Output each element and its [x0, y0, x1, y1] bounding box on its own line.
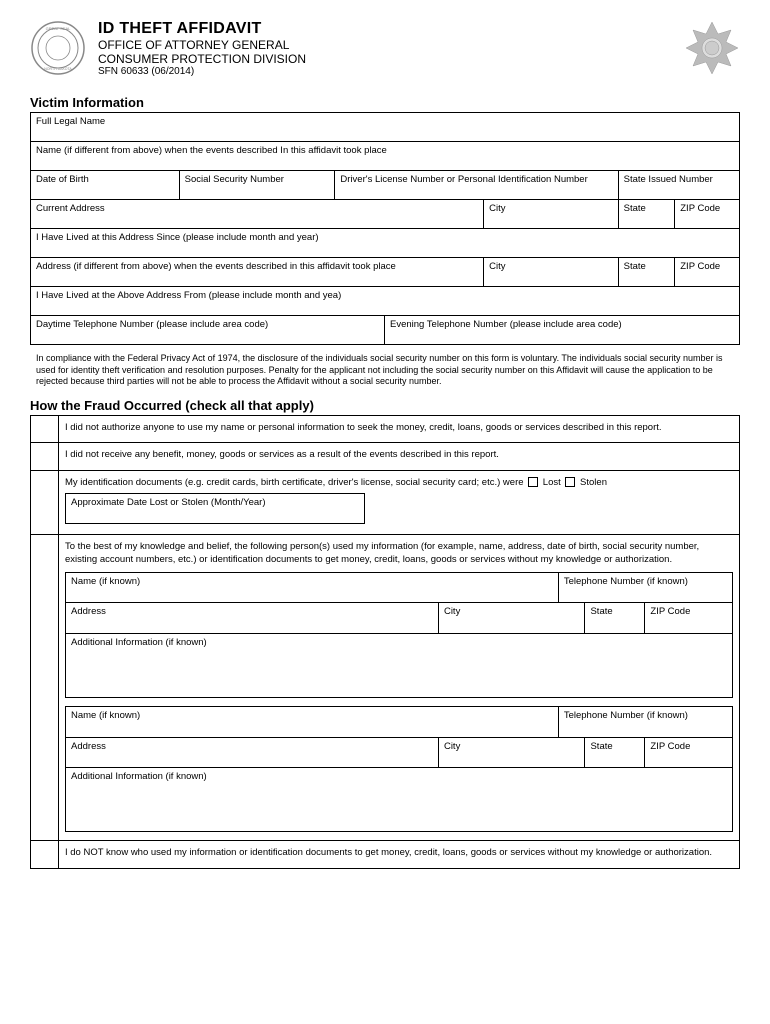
perp1-name-field[interactable]: Name (if known) — [66, 573, 559, 602]
fraud-item-1: I did not authorize anyone to use my nam… — [59, 416, 739, 442]
checkbox-col-1[interactable] — [31, 416, 59, 442]
current-address-field[interactable]: Current Address — [31, 200, 484, 228]
checkbox-col-5[interactable] — [31, 841, 59, 867]
office-name: OFFICE OF ATTORNEY GENERAL — [98, 38, 672, 52]
fraud-item-2: I did not receive any benefit, money, go… — [59, 443, 739, 469]
fraud-item-4: To the best of my knowledge and belief, … — [59, 535, 739, 840]
badge-icon — [684, 20, 740, 76]
dl-number-field[interactable]: Driver's License Number or Personal Iden… — [335, 171, 618, 199]
fraud-item-3: My identification documents (e.g. credit… — [59, 471, 739, 535]
stolen-checkbox[interactable] — [565, 477, 575, 487]
fraud-item-5: I do NOT know who used my information or… — [59, 841, 739, 867]
fraud-section-title: How the Fraud Occurred (check all that a… — [30, 398, 740, 413]
full-name-field[interactable]: Full Legal Name — [31, 113, 739, 141]
lived-since-field[interactable]: I Have Lived at this Address Since (plea… — [31, 229, 739, 257]
perp2-phone-field[interactable]: Telephone Number (if known) — [559, 707, 732, 736]
perpetrator-table-1: Name (if known) Telephone Number (if kno… — [65, 572, 733, 698]
fraud-table: I did not authorize anyone to use my nam… — [30, 415, 740, 868]
city-field[interactable]: City — [484, 200, 619, 228]
alt-city-field[interactable]: City — [484, 258, 619, 286]
lost-checkbox[interactable] — [528, 477, 538, 487]
item3-text: My identification documents (e.g. credit… — [65, 477, 524, 488]
eve-phone-field[interactable]: Evening Telephone Number (please include… — [385, 316, 739, 344]
perp2-state-field[interactable]: State — [585, 738, 645, 767]
checkbox-col-3[interactable] — [31, 471, 59, 535]
victim-info-title: Victim Information — [30, 95, 740, 110]
perp2-address-field[interactable]: Address — [66, 738, 439, 767]
perp1-state-field[interactable]: State — [585, 603, 645, 632]
lost-label: Lost — [543, 477, 561, 488]
approx-date-field[interactable]: Approximate Date Lost or Stolen (Month/Y… — [66, 494, 364, 523]
stolen-label: Stolen — [580, 477, 607, 488]
perp2-city-field[interactable]: City — [439, 738, 586, 767]
state-issued-field[interactable]: State Issued Number — [619, 171, 739, 199]
perpetrator-table-2: Name (if known) Telephone Number (if kno… — [65, 706, 733, 832]
svg-text:NORTH DAKOTA: NORTH DAKOTA — [44, 67, 72, 71]
lived-from-field[interactable]: I Have Lived at the Above Address From (… — [31, 287, 739, 315]
state-field[interactable]: State — [619, 200, 676, 228]
document-header: GREAT SEAL NORTH DAKOTA ID THEFT AFFIDAV… — [30, 20, 740, 77]
checkbox-col-4[interactable] — [31, 535, 59, 840]
perp1-phone-field[interactable]: Telephone Number (if known) — [559, 573, 732, 602]
perp1-zip-field[interactable]: ZIP Code — [645, 603, 732, 632]
perp2-name-field[interactable]: Name (if known) — [66, 707, 559, 736]
perp2-addl-info-field[interactable]: Additional Information (if known) — [66, 768, 732, 831]
alt-state-field[interactable]: State — [619, 258, 676, 286]
division-name: CONSUMER PROTECTION DIVISION — [98, 52, 672, 66]
alt-zip-field[interactable]: ZIP Code — [675, 258, 739, 286]
day-phone-field[interactable]: Daytime Telephone Number (please include… — [31, 316, 385, 344]
zip-field[interactable]: ZIP Code — [675, 200, 739, 228]
privacy-notice: In compliance with the Federal Privacy A… — [30, 345, 740, 398]
state-seal-icon: GREAT SEAL NORTH DAKOTA — [30, 20, 86, 76]
victim-info-table: Full Legal Name Name (if different from … — [30, 112, 740, 345]
ssn-field[interactable]: Social Security Number — [180, 171, 336, 199]
svg-text:GREAT SEAL: GREAT SEAL — [46, 26, 72, 31]
dob-field[interactable]: Date of Birth — [31, 171, 180, 199]
perp1-city-field[interactable]: City — [439, 603, 586, 632]
perp1-addl-info-field[interactable]: Additional Information (if known) — [66, 634, 732, 697]
perp2-zip-field[interactable]: ZIP Code — [645, 738, 732, 767]
item4-text: To the best of my knowledge and belief, … — [65, 541, 699, 564]
header-text: ID THEFT AFFIDAVIT OFFICE OF ATTORNEY GE… — [98, 20, 672, 77]
perp1-address-field[interactable]: Address — [66, 603, 439, 632]
checkbox-col-2[interactable] — [31, 443, 59, 469]
alt-name-field[interactable]: Name (if different from above) when the … — [31, 142, 739, 170]
document-title: ID THEFT AFFIDAVIT — [98, 20, 672, 38]
alt-address-field[interactable]: Address (if different from above) when t… — [31, 258, 484, 286]
form-number: SFN 60633 (06/2014) — [98, 66, 672, 77]
